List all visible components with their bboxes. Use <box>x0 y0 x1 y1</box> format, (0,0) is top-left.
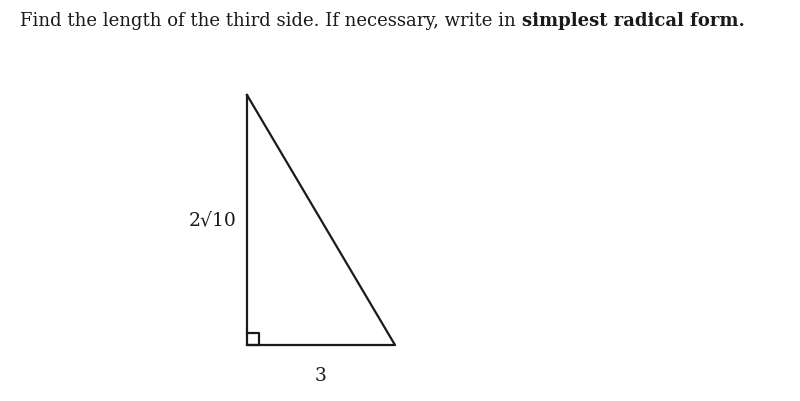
Text: 3: 3 <box>315 367 327 385</box>
Text: Find the length of the third side. If necessary, write in: Find the length of the third side. If ne… <box>20 12 522 30</box>
Text: 2√10: 2√10 <box>189 211 237 229</box>
Text: simplest radical form.: simplest radical form. <box>522 12 744 30</box>
